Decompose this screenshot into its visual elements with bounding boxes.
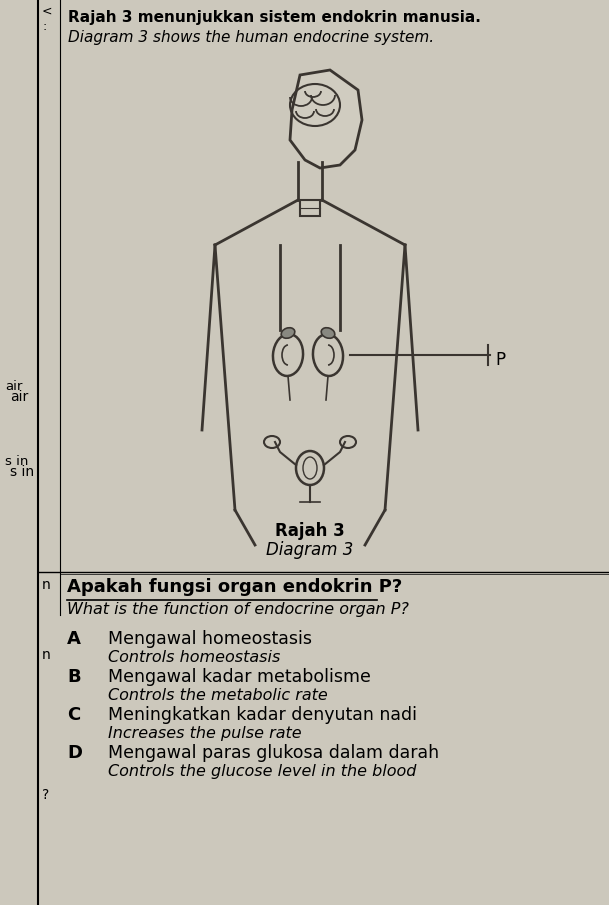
Text: Controls homeostasis: Controls homeostasis [108, 650, 280, 665]
Text: C: C [67, 706, 80, 724]
Ellipse shape [296, 451, 324, 485]
Text: Mengawal paras glukosa dalam darah: Mengawal paras glukosa dalam darah [108, 744, 439, 762]
Text: What is the function of endocrine organ P?: What is the function of endocrine organ … [67, 602, 409, 617]
Text: Meningkatkan kadar denyutan nadi: Meningkatkan kadar denyutan nadi [108, 706, 417, 724]
Text: <: < [42, 5, 52, 18]
Polygon shape [290, 70, 362, 168]
Text: n: n [42, 578, 51, 592]
Text: s in: s in [10, 465, 34, 479]
Text: n: n [42, 648, 51, 662]
Text: air: air [5, 380, 23, 393]
Text: A: A [67, 630, 81, 648]
Ellipse shape [313, 334, 343, 376]
Ellipse shape [281, 328, 295, 338]
Text: Diagram 3 shows the human endocrine system.: Diagram 3 shows the human endocrine syst… [68, 30, 434, 45]
Ellipse shape [273, 334, 303, 376]
Text: P: P [495, 351, 505, 369]
Text: ?: ? [42, 788, 49, 802]
Text: Controls the glucose level in the blood: Controls the glucose level in the blood [108, 764, 417, 779]
FancyBboxPatch shape [300, 200, 320, 216]
Text: Apakah fungsi organ endokrin P?: Apakah fungsi organ endokrin P? [67, 578, 403, 596]
Text: air: air [10, 390, 28, 404]
Text: Mengawal kadar metabolisme: Mengawal kadar metabolisme [108, 668, 371, 686]
Ellipse shape [321, 328, 335, 338]
Text: :: : [42, 20, 46, 33]
Text: Controls the metabolic rate: Controls the metabolic rate [108, 688, 328, 703]
Ellipse shape [340, 436, 356, 448]
Ellipse shape [303, 457, 317, 479]
Ellipse shape [264, 436, 280, 448]
Text: s in: s in [5, 455, 29, 468]
Text: Rajah 3 menunjukkan sistem endokrin manusia.: Rajah 3 menunjukkan sistem endokrin manu… [68, 10, 481, 25]
Text: D: D [67, 744, 82, 762]
Text: B: B [67, 668, 80, 686]
Text: Mengawal homeostasis: Mengawal homeostasis [108, 630, 312, 648]
Text: Rajah 3: Rajah 3 [275, 522, 345, 540]
Text: Diagram 3: Diagram 3 [266, 541, 354, 559]
Text: Increases the pulse rate: Increases the pulse rate [108, 726, 301, 741]
